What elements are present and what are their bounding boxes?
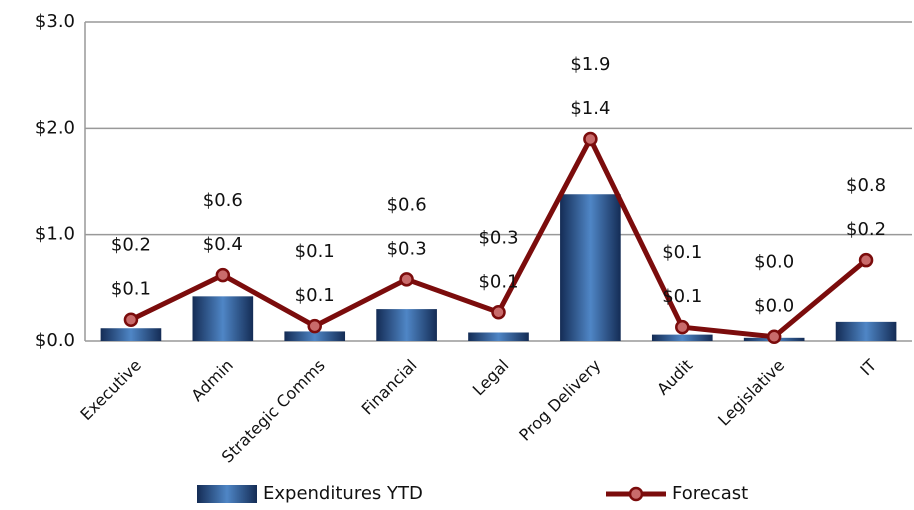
line-value-label: $0.3 xyxy=(478,227,518,248)
bar-value-label: $0.1 xyxy=(295,285,335,306)
bar xyxy=(284,331,346,341)
forecast-marker xyxy=(766,329,782,344)
line-value-label: $0.1 xyxy=(662,242,702,263)
line-value-label: $0.8 xyxy=(846,175,886,196)
legend-swatch xyxy=(197,485,257,503)
y-tick-label: $2.0 xyxy=(35,117,75,138)
x-tick-label: Financial xyxy=(358,356,421,419)
forecast-marker xyxy=(123,312,139,327)
bar xyxy=(651,334,713,341)
bar-value-label: $0.1 xyxy=(662,286,702,307)
x-tick-label: Audit xyxy=(653,356,696,399)
x-tick-label: Strategic Comms xyxy=(218,356,329,467)
bar xyxy=(192,296,254,341)
bar-value-label: $0.0 xyxy=(754,296,794,317)
legend-label: Forecast xyxy=(672,483,748,504)
legend-label: Expenditures YTD xyxy=(263,483,423,504)
bar-value-label: $0.3 xyxy=(387,238,427,259)
bar xyxy=(376,309,437,341)
forecast-marker xyxy=(399,272,414,287)
x-tick-label: Admin xyxy=(187,356,236,405)
x-tick-label: Legislative xyxy=(714,356,788,430)
forecast-marker xyxy=(583,131,598,147)
x-tick-label: Prog Delivery xyxy=(515,356,604,445)
bar xyxy=(835,321,897,341)
y-tick-label: $1.0 xyxy=(35,224,75,245)
line-value-label: $0.2 xyxy=(111,235,151,256)
y-tick-label: $0.0 xyxy=(35,330,75,351)
bar-value-label: $0.4 xyxy=(203,234,243,255)
forecast-marker xyxy=(215,267,231,283)
line-value-label: $0.0 xyxy=(754,252,794,273)
bar xyxy=(100,328,162,341)
x-tick-label: IT xyxy=(856,355,880,379)
line-value-label: $0.6 xyxy=(387,194,427,215)
forecast-marker xyxy=(858,252,874,268)
legend-swatch xyxy=(628,486,644,502)
line-value-label: $0.1 xyxy=(295,241,335,262)
x-tick-label: Executive xyxy=(76,356,145,425)
line-value-label: $1.9 xyxy=(570,54,610,75)
bar-value-label: $0.2 xyxy=(846,219,886,240)
bar xyxy=(468,332,529,341)
forecast-marker xyxy=(675,319,690,335)
y-tick-label: $3.0 xyxy=(35,11,75,32)
bar-value-label: $0.1 xyxy=(478,271,518,292)
bar xyxy=(560,194,621,341)
forecast-marker xyxy=(491,305,506,320)
bar-value-label: $1.4 xyxy=(570,98,610,119)
forecast-marker xyxy=(307,318,322,334)
bar-value-label: $0.1 xyxy=(111,279,151,300)
x-tick-label: Legal xyxy=(469,356,513,400)
line-value-label: $0.6 xyxy=(203,190,243,211)
